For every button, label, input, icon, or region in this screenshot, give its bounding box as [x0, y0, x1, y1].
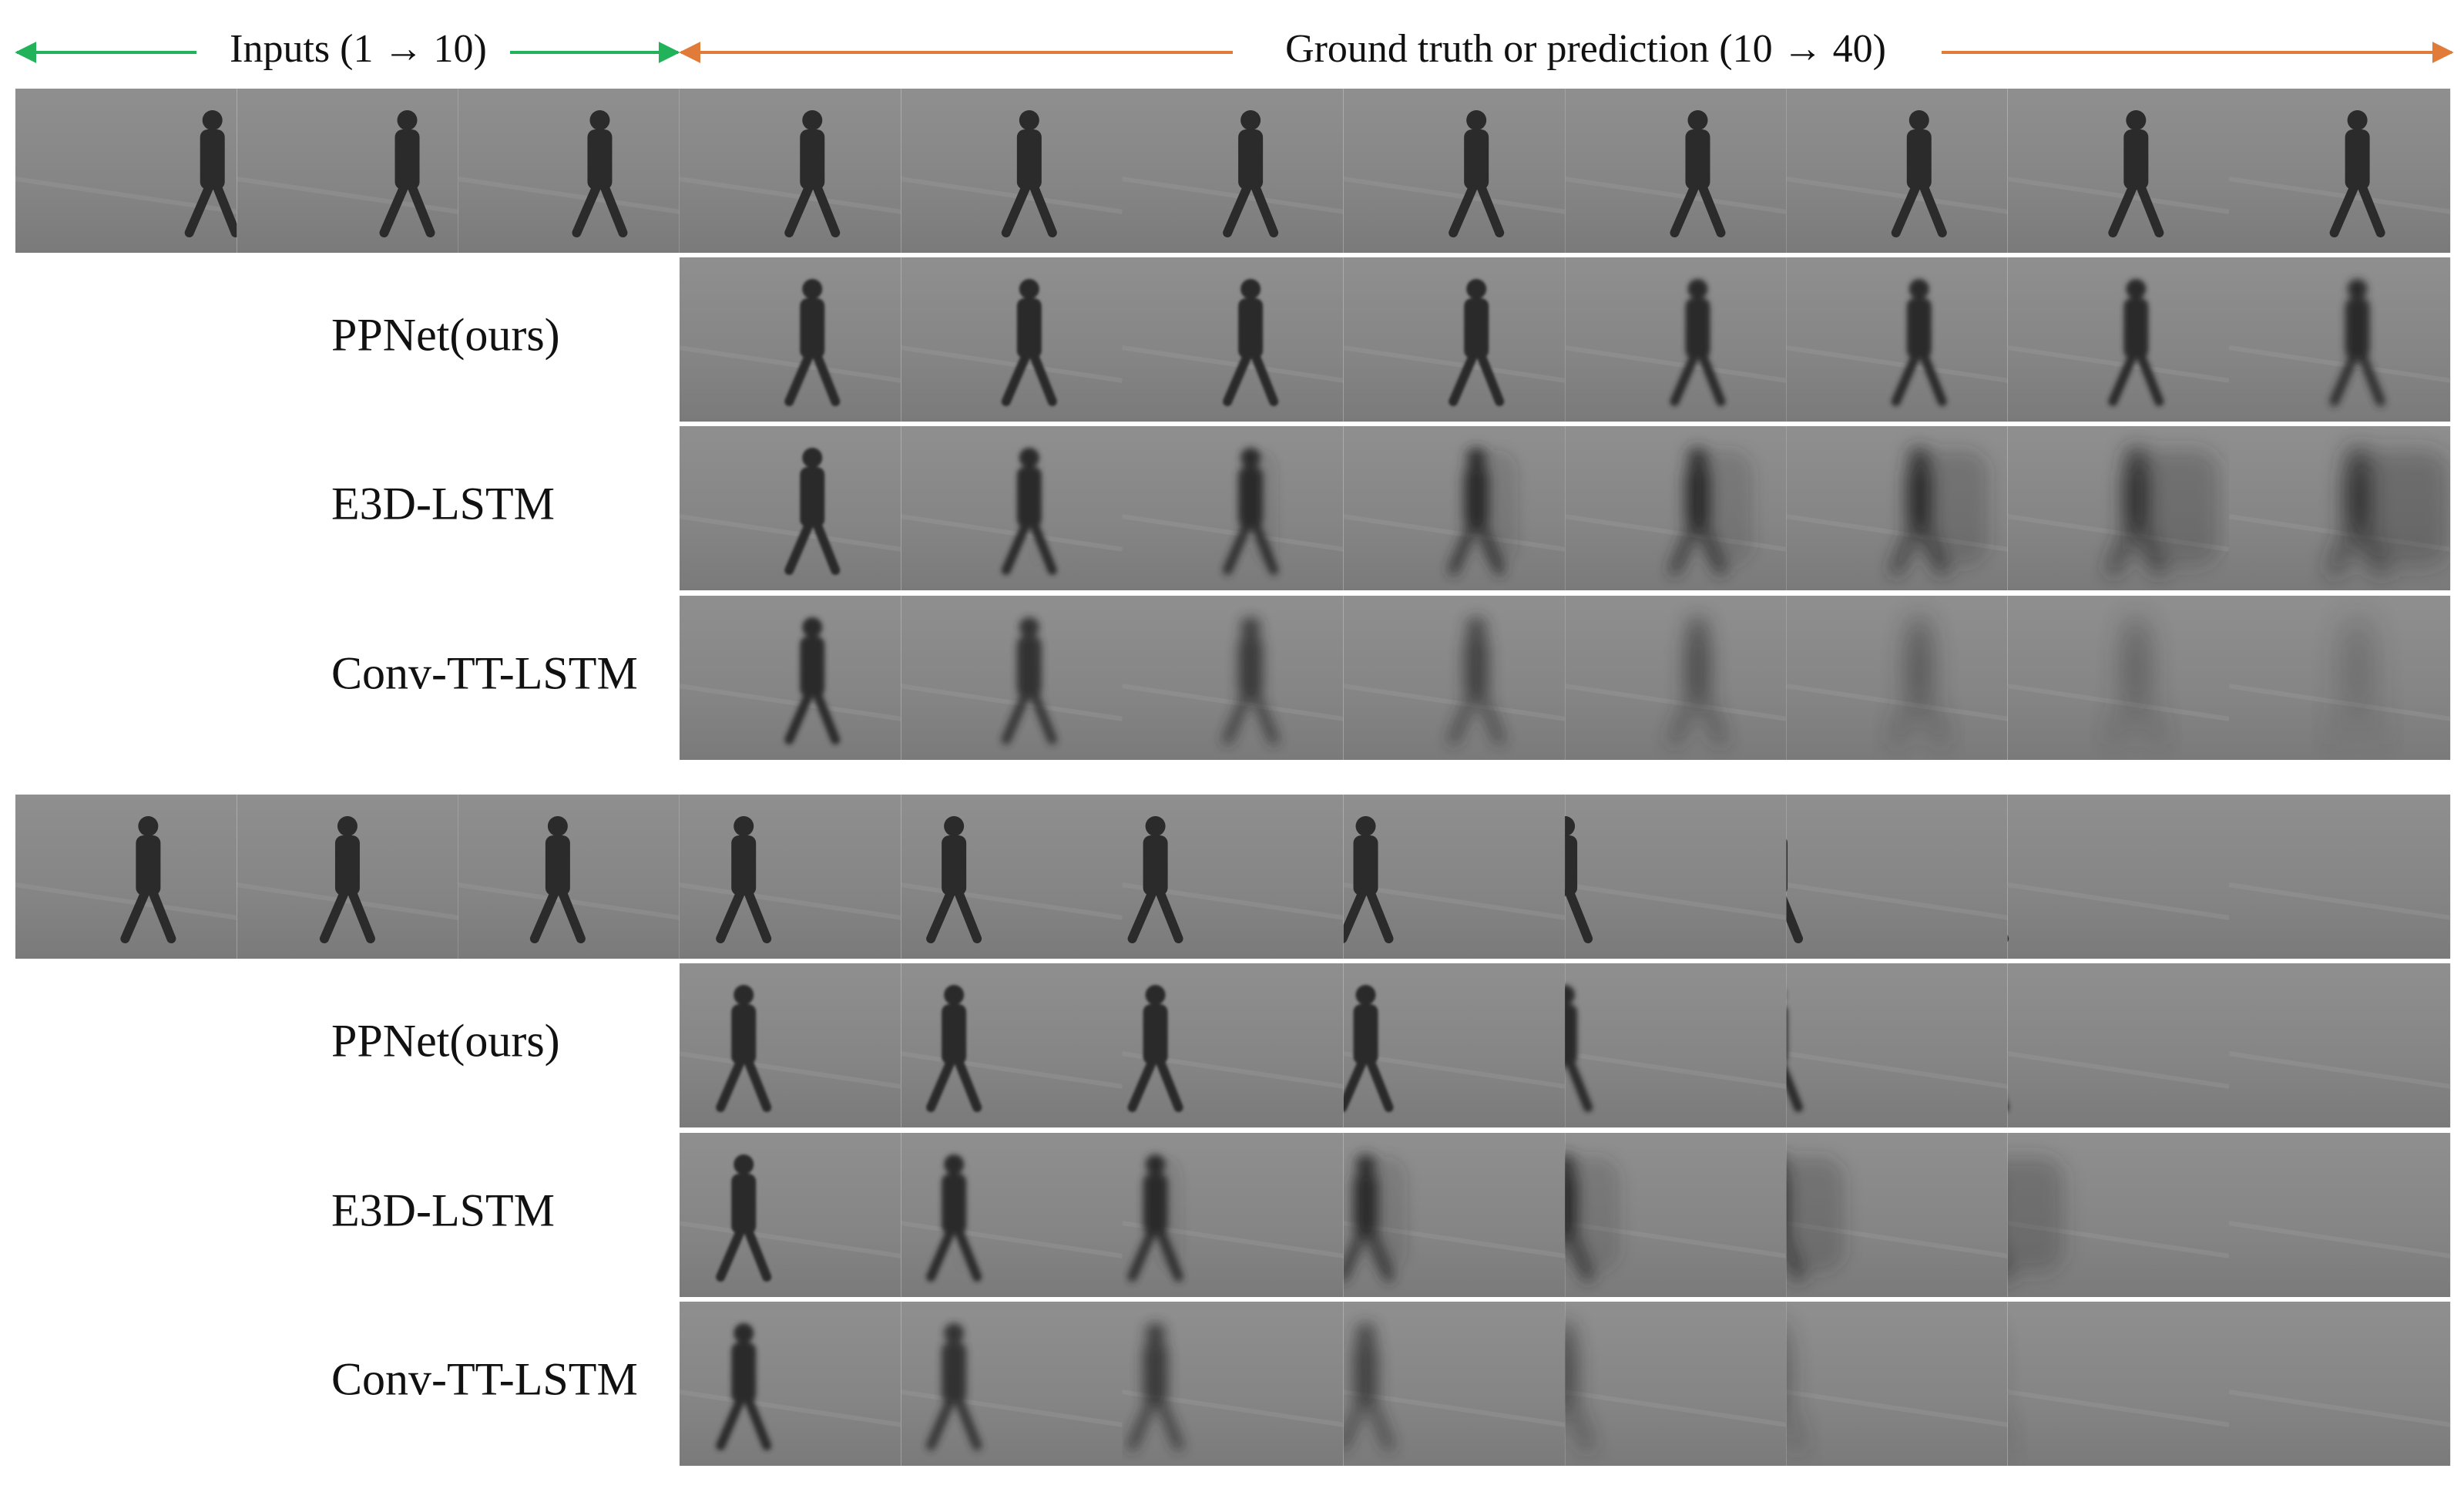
- video-frame: [1122, 89, 1344, 253]
- video-frame: [1786, 89, 2008, 253]
- video-frame: [2229, 1133, 2451, 1297]
- video-frame: [1786, 1302, 2008, 1466]
- video-frame: [15, 795, 237, 959]
- video-frame: [15, 89, 237, 253]
- video-frame: [679, 963, 901, 1127]
- video-frame: [1565, 89, 1787, 253]
- video-frame: [2229, 963, 2451, 1127]
- video-frame: [901, 1302, 1123, 1466]
- method-label: Conv-TT-LSTM: [331, 647, 638, 698]
- video-frame: [679, 1302, 901, 1466]
- video-frame: [1122, 1302, 1344, 1466]
- video-frame: [1343, 89, 1566, 253]
- video-frame: [1786, 596, 2008, 760]
- video-frame: [901, 1133, 1123, 1297]
- video-frame: [679, 1133, 901, 1297]
- video-frame: [901, 89, 1123, 253]
- video-frame: [1122, 963, 1344, 1127]
- video-frame: [2229, 257, 2451, 422]
- video-frame: [1343, 1133, 1566, 1297]
- video-frame: [679, 795, 901, 959]
- video-frame: [1565, 963, 1787, 1127]
- method-label: Conv-TT-LSTM: [331, 1353, 638, 1404]
- video-frame: [1343, 257, 1566, 422]
- video-frame: [1343, 963, 1566, 1127]
- video-frame: [1122, 596, 1344, 760]
- video-frame: [2007, 1133, 2229, 1297]
- video-frame: [901, 426, 1123, 590]
- video-frame: [237, 795, 458, 959]
- video-frame: [1343, 426, 1566, 590]
- video-frame: [1565, 1302, 1787, 1466]
- video-frame: [2229, 89, 2451, 253]
- video-frame: [2007, 795, 2229, 959]
- video-frame: [1343, 1302, 1566, 1466]
- video-frame: [2229, 1302, 2451, 1466]
- video-frame: [1343, 596, 1566, 760]
- video-frame: [1786, 257, 2008, 422]
- video-frame: [1122, 426, 1344, 590]
- video-frame: [1122, 795, 1344, 959]
- video-frame: [1343, 795, 1566, 959]
- video-frame: [1786, 795, 2008, 959]
- video-frame: [1122, 1133, 1344, 1297]
- video-frame: [901, 963, 1123, 1127]
- method-label: PPNet(ours): [331, 1015, 560, 1066]
- video-frame: [237, 89, 458, 253]
- video-frame: [901, 257, 1123, 422]
- video-frame: [458, 795, 680, 959]
- video-frame: [2229, 795, 2451, 959]
- video-frame: [1786, 1133, 2008, 1297]
- video-frame: [1565, 1133, 1787, 1297]
- video-frame: [679, 89, 901, 253]
- video-frame: [2007, 963, 2229, 1127]
- video-frame: [1565, 426, 1787, 590]
- video-frame: [679, 596, 901, 760]
- method-label: E3D-LSTM: [331, 478, 555, 529]
- video-frame: [1786, 426, 2008, 590]
- video-frame: [2007, 426, 2229, 590]
- video-frame: [1786, 963, 2008, 1127]
- video-frame: [458, 89, 680, 253]
- video-frame: [2229, 596, 2451, 760]
- video-frame: [1565, 596, 1787, 760]
- output-label: Ground truth or prediction (10 → 40): [1285, 27, 1886, 71]
- video-frame: [901, 795, 1123, 959]
- video-frame: [2007, 1302, 2229, 1466]
- method-label: PPNet(ours): [331, 309, 560, 360]
- video-frame: [901, 596, 1123, 760]
- video-frame: [2007, 257, 2229, 422]
- video-frame: [2007, 89, 2229, 253]
- video-frame: [1565, 257, 1787, 422]
- video-frame: [2007, 596, 2229, 760]
- method-label: E3D-LSTM: [331, 1185, 555, 1235]
- video-frame: [1565, 795, 1787, 959]
- video-frame: [1122, 257, 1344, 422]
- video-frame: [679, 257, 901, 422]
- inputs-label: Inputs (1 → 10): [230, 27, 487, 71]
- video-frame: [2229, 426, 2451, 590]
- video-frame: [679, 426, 901, 590]
